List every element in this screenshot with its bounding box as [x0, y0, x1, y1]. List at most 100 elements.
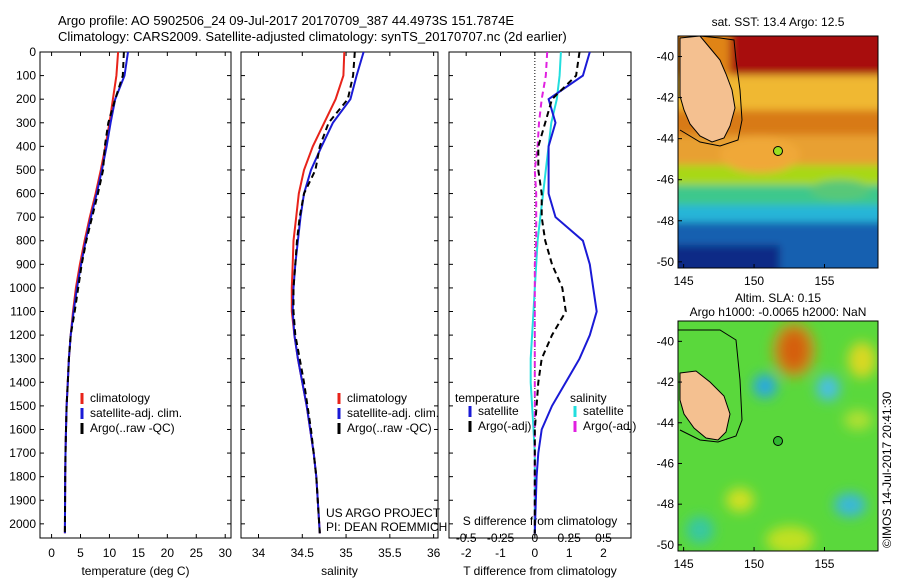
x-tick-label: 35.5 — [378, 546, 402, 560]
legend-title-temperature: temperature — [455, 391, 520, 405]
x-tick-label: 10 — [103, 546, 117, 560]
y-tick-label: 1700 — [9, 446, 36, 460]
x-tick-label: 2 — [600, 546, 607, 560]
header-line2: Climatology: CARS2009. Satellite-adjuste… — [58, 29, 567, 44]
legend-label: Argo(..raw -QC) — [347, 421, 432, 435]
salinity-panel: 34 34.5 35 35.5 36 salinity climatologysatelli… — [240, 51, 447, 578]
lon-tick-label: 145 — [674, 557, 694, 571]
lat-tick-label: -44 — [657, 416, 675, 430]
x-axis-label-top: S difference from climatology — [463, 514, 618, 528]
y-tick-label: 1200 — [9, 328, 36, 342]
x-tick-label: 30 — [219, 546, 233, 560]
y-tick-label: 1500 — [9, 399, 36, 413]
sla-map-title-1: Altim. SLA: 0.15 — [735, 291, 821, 305]
x-tick-label-top: -0.5 — [456, 531, 477, 545]
argo-location-marker — [773, 146, 783, 156]
y-tick-label: 1000 — [9, 281, 36, 295]
sla-map-title-2: Argo h1000: -0.0065 h2000: NaN — [690, 305, 867, 319]
sst-map-title: sat. SST: 13.4 Argo: 12.5 — [712, 15, 845, 29]
lat-tick-label: -44 — [657, 132, 675, 146]
y-tick-label: 1300 — [9, 352, 36, 366]
y-tick-label: 1900 — [9, 493, 36, 507]
lon-tick-label: 155 — [814, 557, 834, 571]
lon-tick-label: 145 — [674, 274, 694, 288]
y-tick-label: 1600 — [9, 422, 36, 436]
x-tick-label: 36 — [427, 546, 441, 560]
sla-map — [677, 320, 879, 552]
y-tick-label: 1400 — [9, 375, 36, 389]
y-tick-label: 200 — [16, 92, 36, 106]
legend-label: Argo(-adj) — [583, 419, 636, 433]
x-tick-label-top: 0 — [532, 531, 539, 545]
x-tick-label: 1 — [566, 546, 573, 560]
plot-frame — [448, 51, 632, 539]
legend-label: satellite-adj. clim. — [347, 406, 439, 420]
legend-label: satellite-adj. clim. — [90, 406, 182, 420]
legend-label: Argo(-adj) — [478, 419, 531, 433]
imos-credit: ©IMOS 14-Jul-2017 20:41:30 — [880, 391, 894, 548]
lat-tick-label: -50 — [657, 538, 675, 552]
tasmania-landmass — [679, 36, 736, 143]
sst-lat-ticks: -40 -42 -44 -46 -48 -50 — [657, 50, 682, 269]
lat-tick-label: -40 — [657, 334, 675, 348]
y-tick-label: 500 — [16, 163, 36, 177]
legend-label: climatology — [347, 391, 407, 405]
x-tick-label: 5 — [77, 546, 84, 560]
x-axis-label: temperature (deg C) — [81, 564, 189, 578]
difference-series-2 — [533, 51, 549, 534]
lat-tick-label: -42 — [657, 375, 675, 389]
series-line-2 — [63, 51, 129, 534]
lon-tick-label: 150 — [744, 557, 764, 571]
x-tick-label-top: 0.5 — [595, 531, 612, 545]
x-tick-label-top: -0.25 — [487, 531, 515, 545]
sst-map — [677, 35, 879, 269]
lon-tick-label: 150 — [744, 274, 764, 288]
x-tick-label: -2 — [461, 546, 472, 560]
project-note: US ARGO PROJECT — [326, 506, 441, 520]
series-line-2 — [291, 51, 365, 534]
lat-tick-label: -46 — [657, 173, 675, 187]
y-tick-label: 100 — [16, 69, 36, 83]
lat-tick-label: -48 — [657, 214, 675, 228]
y-tick-label: 1100 — [10, 305, 36, 319]
legend-label: climatology — [90, 391, 150, 405]
x-tick-label: 0 — [48, 546, 55, 560]
argo-location-marker-sla — [773, 436, 783, 446]
y-tick-label: 700 — [16, 210, 36, 224]
y-tick-label: 800 — [16, 234, 36, 248]
x-axis-label: T difference from climatology — [463, 564, 617, 578]
lat-tick-label: -42 — [657, 91, 675, 105]
sst-lon-ticks: 145 150 155 — [674, 264, 835, 288]
lat-tick-label: -46 — [657, 456, 675, 470]
y-tick-label: 300 — [16, 116, 36, 130]
temperature-panel: 0100200300400500600700800900100011001200… — [9, 45, 232, 578]
legend-label: satellite — [478, 404, 519, 418]
y-tick-label: 600 — [16, 187, 36, 201]
x-axis-label: salinity — [321, 564, 358, 578]
x-tick-label: 0 — [532, 546, 539, 560]
x-tick-label-top: 0.25 — [558, 531, 582, 545]
plot-frame — [39, 51, 232, 539]
difference-series-3 — [533, 51, 598, 534]
plot-frame — [240, 51, 439, 539]
y-tick-label: 900 — [16, 257, 36, 271]
lon-tick-label: 155 — [814, 274, 834, 288]
sla-field — [686, 322, 876, 551]
x-tick-label: 35 — [339, 546, 353, 560]
y-tick-label: 0 — [29, 45, 36, 59]
header-line1: Argo profile: AO 5902506_24 09-Jul-2017 … — [58, 13, 515, 28]
legend-label: satellite — [583, 404, 624, 418]
lat-tick-label: -40 — [657, 50, 675, 64]
pi-note: PI: DEAN ROEMMICH — [326, 520, 447, 534]
difference-panel: -2 -1 0 1 2 -0.5 -0.25 0 0.25 0.5 T difference fro… — [448, 51, 636, 578]
sla-lon-ticks: 145 150 155 — [674, 547, 835, 571]
y-tick-label: 2000 — [9, 517, 36, 531]
x-tick-label: 20 — [161, 546, 175, 560]
tasmania-landmass-sla — [679, 370, 731, 441]
x-tick-label: 34 — [252, 546, 266, 560]
y-tick-label: 1800 — [9, 470, 36, 484]
lat-tick-label: -50 — [657, 255, 675, 269]
x-tick-label: 25 — [190, 546, 204, 560]
x-tick-label: 15 — [132, 546, 146, 560]
